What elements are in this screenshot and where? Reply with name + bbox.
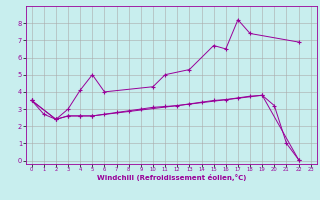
X-axis label: Windchill (Refroidissement éolien,°C): Windchill (Refroidissement éolien,°C) bbox=[97, 174, 246, 181]
